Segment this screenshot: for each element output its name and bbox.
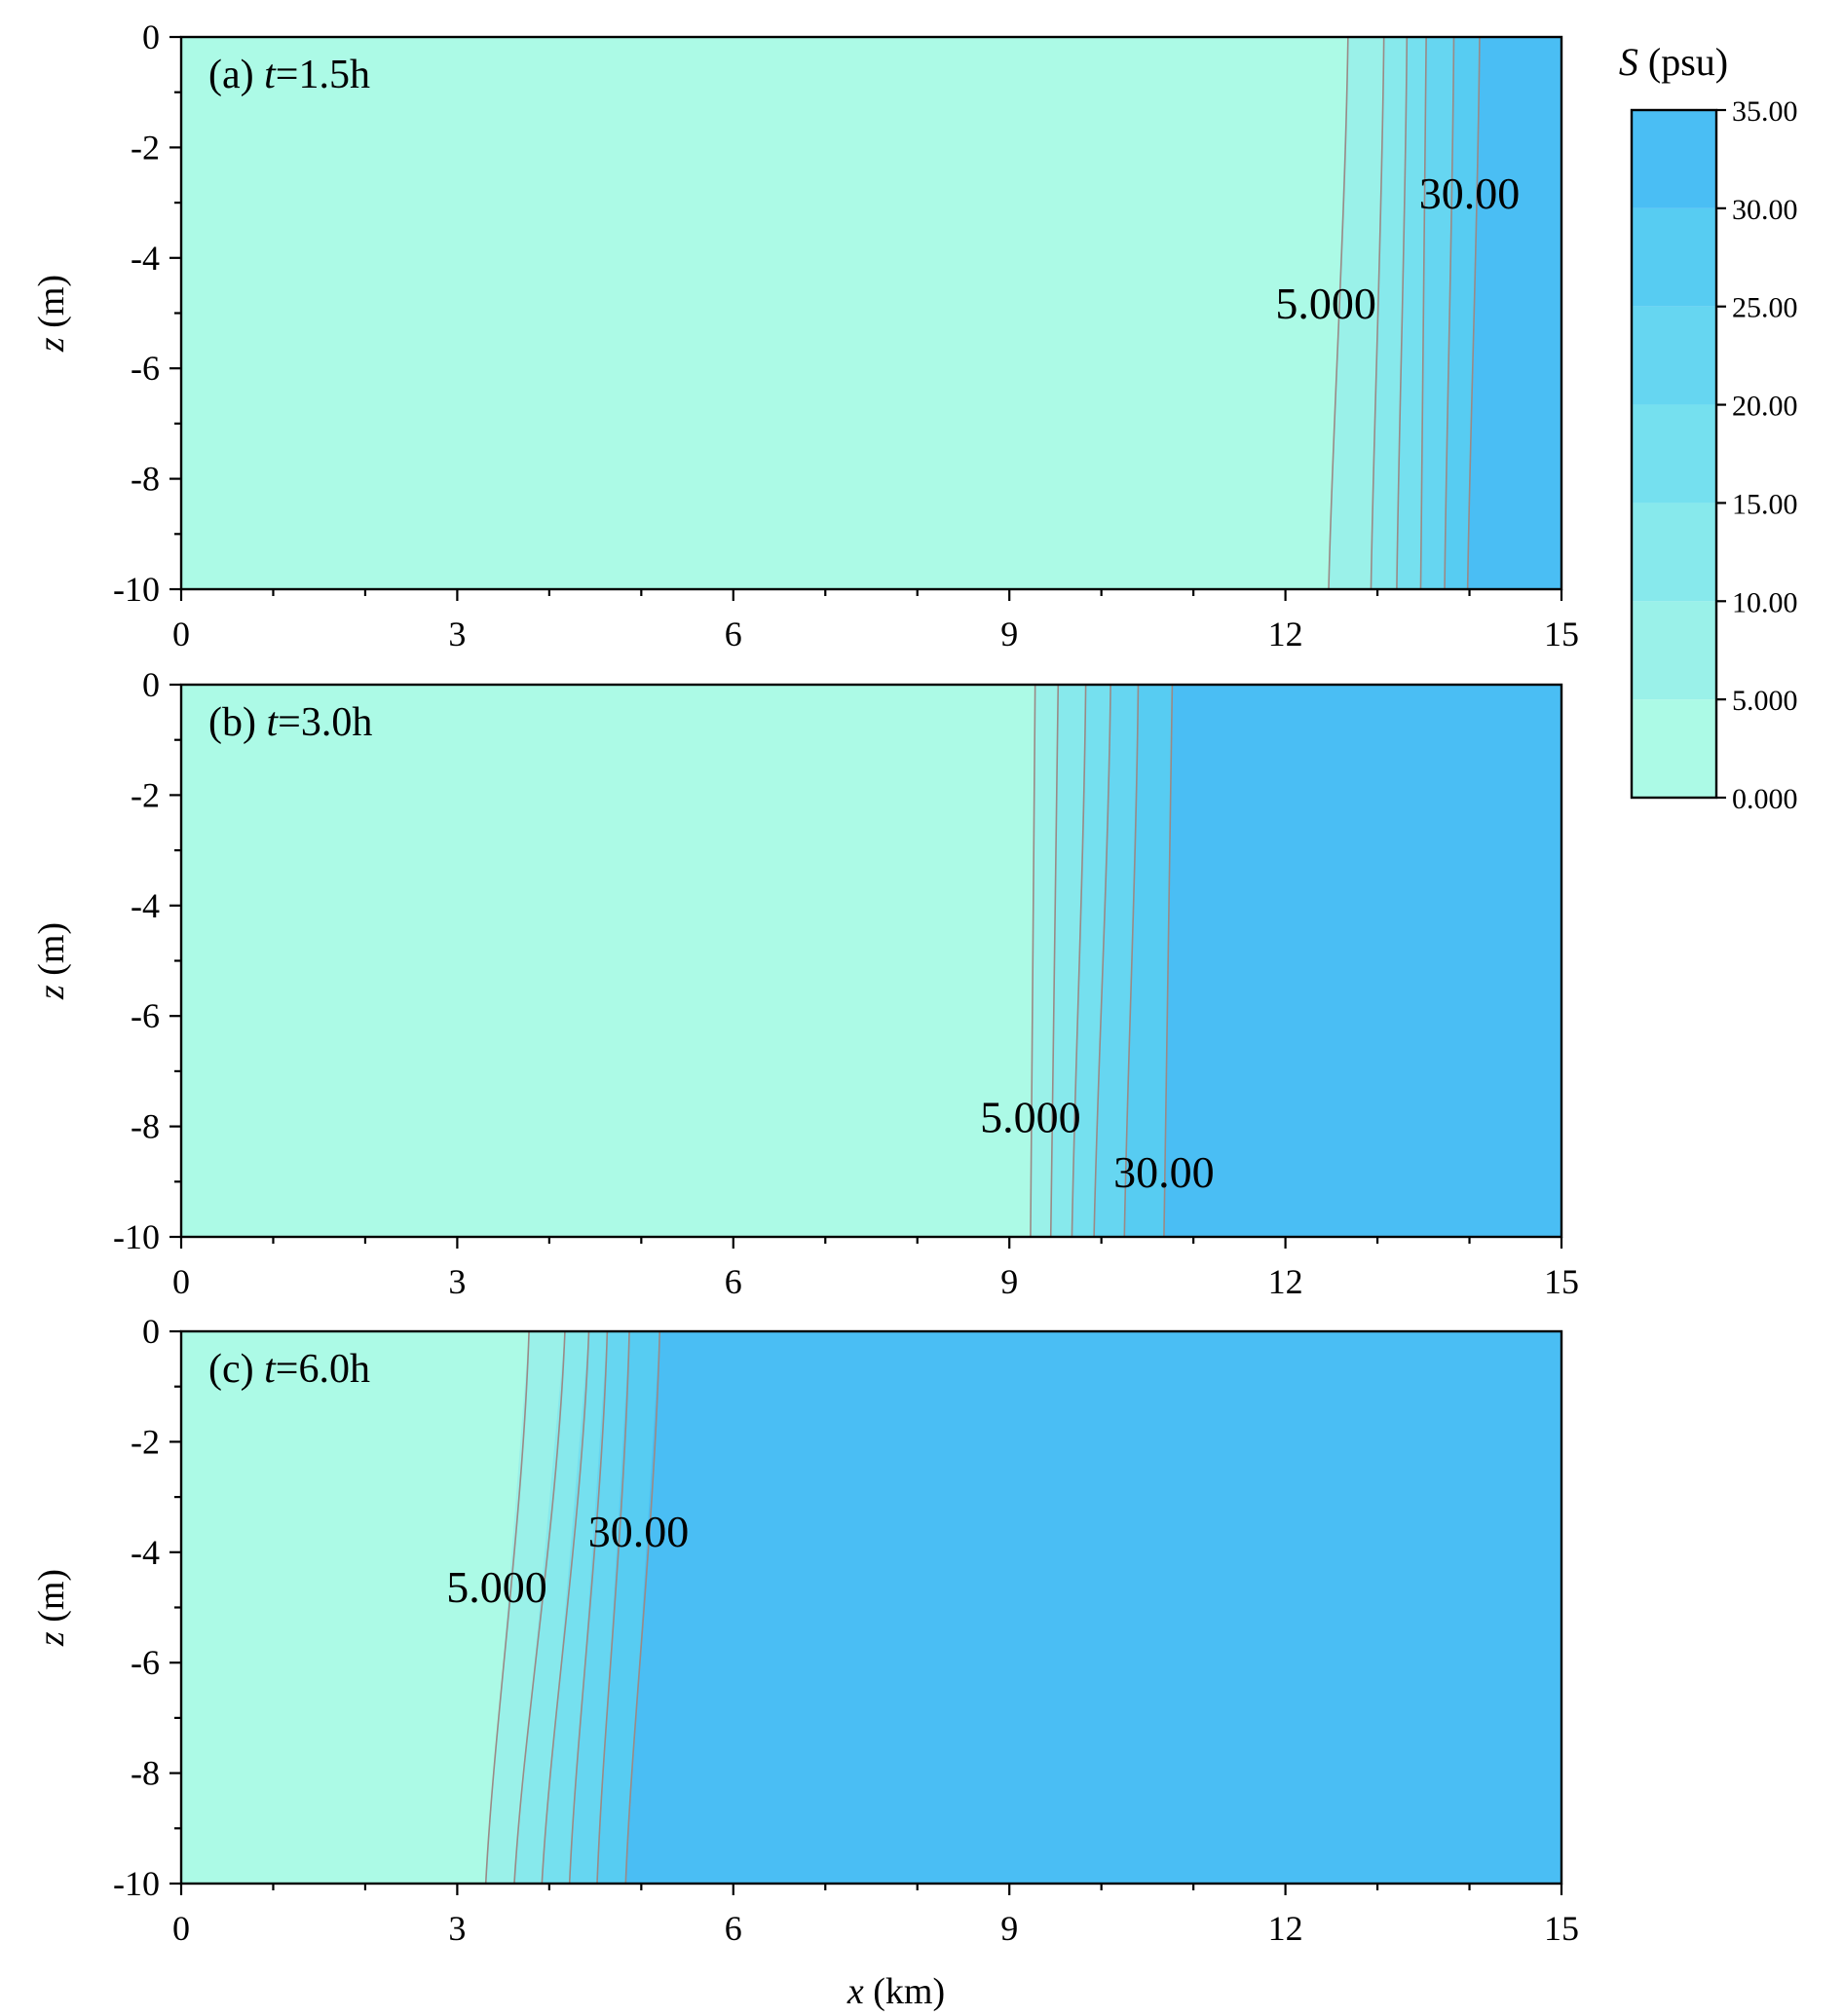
colorbar-tick-label: 15.00 <box>1732 488 1798 520</box>
colorbar-title: S (psu) <box>1619 40 1728 84</box>
isohaline-10 <box>1370 36 1385 590</box>
isohaline-20 <box>568 1330 609 1885</box>
isohaline-25 <box>1123 684 1140 1238</box>
y-tick-label: -2 <box>131 1422 160 1461</box>
y-tick-label: -4 <box>131 1533 160 1572</box>
colorbar-band-4 <box>1632 306 1716 405</box>
isohaline-25 <box>1444 36 1455 590</box>
y-tick-label: -8 <box>131 1107 160 1146</box>
colorbar-tick-label: 10.00 <box>1732 586 1798 618</box>
colorbar-tick-label: 5.000 <box>1732 685 1798 717</box>
panel-label: (b) t=3.0h <box>208 700 372 745</box>
y-tick-label: -4 <box>131 886 160 925</box>
y-tick-label: -10 <box>113 1217 160 1256</box>
y-tick-label: -2 <box>131 128 160 167</box>
y-axis-label: z (m) <box>31 1569 72 1647</box>
x-tick-label: 15 <box>1544 1262 1579 1301</box>
colorbar-tick-label: 35.00 <box>1732 95 1798 128</box>
colorbar-band-5 <box>1632 207 1716 307</box>
colorbar-band-1 <box>1632 601 1716 700</box>
x-tick-label: 9 <box>1000 1909 1018 1948</box>
contour-label: 5.000 <box>1275 279 1376 328</box>
y-tick-label: -8 <box>131 460 160 499</box>
isohaline-10 <box>513 1330 566 1885</box>
colorbar-band-2 <box>1632 503 1716 602</box>
y-axis-label: z (m) <box>31 922 72 1000</box>
y-tick-label: -6 <box>131 1643 160 1682</box>
x-tick-label: 15 <box>1544 1909 1579 1948</box>
x-tick-label: 0 <box>172 615 190 653</box>
x-tick-label: 12 <box>1268 1909 1303 1948</box>
colorbar-tick-label: 30.00 <box>1732 194 1798 226</box>
isohaline-20 <box>1093 684 1111 1238</box>
x-tick-label: 9 <box>1000 1262 1018 1301</box>
contour-label: 5.000 <box>980 1092 1081 1141</box>
isohaline-15 <box>541 1330 590 1885</box>
band-fill-6 <box>1163 685 1561 1237</box>
panel-label: (c) t=6.0h <box>208 1347 370 1392</box>
x-axis-label: x (km) <box>846 1971 945 2012</box>
isohaline-5 <box>484 1330 530 1885</box>
isohaline-25 <box>596 1330 630 1885</box>
x-tick-label: 3 <box>448 1262 466 1301</box>
colorbar-tick-label: 25.00 <box>1732 292 1798 324</box>
colorbar-tick-label: 20.00 <box>1732 391 1798 423</box>
panel-label: (a) t=1.5h <box>208 53 370 97</box>
colorbar-band-3 <box>1632 404 1716 504</box>
y-tick-label: -4 <box>131 239 160 278</box>
x-tick-label: 12 <box>1268 615 1303 653</box>
band-fill-6 <box>625 1331 1561 1884</box>
y-tick-label: 0 <box>142 1312 160 1351</box>
isohaline-15 <box>1071 684 1087 1238</box>
y-tick-label: -10 <box>113 1864 160 1903</box>
y-tick-label: -10 <box>113 570 160 609</box>
x-tick-label: 9 <box>1000 615 1018 653</box>
contour-label: 30.00 <box>1419 168 1521 218</box>
colorbar: 35.00 30.00 25.00 20.00 15.00 10.00 5.000 0.000… <box>1619 40 1798 815</box>
isohaline-30 <box>1466 36 1481 590</box>
x-tick-label: 0 <box>172 1262 190 1301</box>
panel-c: 30.00 5.000 0 3 6 9 12 15 0 -2 -4 -6 -8 -10 z (m) (c) t… <box>31 1312 1579 1948</box>
isohaline-5 <box>1030 684 1036 1238</box>
y-tick-label: -6 <box>131 349 160 388</box>
y-axis-label: z (m) <box>31 275 72 353</box>
x-tick-label: 12 <box>1268 1262 1303 1301</box>
y-tick-label: -8 <box>131 1754 160 1793</box>
colorbar-tick-label: 0.000 <box>1732 783 1798 815</box>
isohaline-15 <box>1396 36 1409 590</box>
isohaline-20 <box>1419 36 1427 590</box>
isohaline-10 <box>1049 684 1060 1238</box>
x-tick-label: 6 <box>725 1909 742 1948</box>
y-tick-label: -6 <box>131 996 160 1035</box>
x-tick-label: 6 <box>725 1262 742 1301</box>
contour-label: 30.00 <box>588 1507 690 1556</box>
x-tick-label: 3 <box>448 615 466 653</box>
isohaline-5 <box>1328 36 1349 590</box>
x-tick-label: 0 <box>172 1909 190 1948</box>
y-tick-label: 0 <box>142 665 160 704</box>
x-tick-label: 15 <box>1544 615 1579 653</box>
isohaline-30 <box>624 1330 661 1885</box>
panel-a: 30.00 5.000 0 3 6 9 12 15 0 -2 -4 -6 -8 -10 z (m) (a) t… <box>31 18 1579 653</box>
colorbar-band-0 <box>1632 699 1716 798</box>
colorbar-band-6 <box>1632 110 1716 208</box>
colorbar-frame <box>1630 108 1718 800</box>
y-tick-label: -2 <box>131 775 160 814</box>
isohaline-30 <box>1163 684 1174 1238</box>
contour-label: 5.000 <box>446 1562 547 1612</box>
x-tick-label: 6 <box>725 615 742 653</box>
y-tick-label: 0 <box>142 18 160 56</box>
panel-b: 5.000 30.00 0 3 6 9 12 15 0 -2 -4 -6 -8 -10 z (m) (b) t… <box>31 665 1579 1301</box>
x-tick-label: 3 <box>448 1909 466 1948</box>
panels-group: 30.00 5.000 0 3 6 9 12 15 0 -2 -4 -6 -8 -10 z (m) (a) t… <box>31 18 1579 1948</box>
contour-label: 30.00 <box>1113 1147 1215 1197</box>
band-fill-6 <box>1467 37 1561 589</box>
